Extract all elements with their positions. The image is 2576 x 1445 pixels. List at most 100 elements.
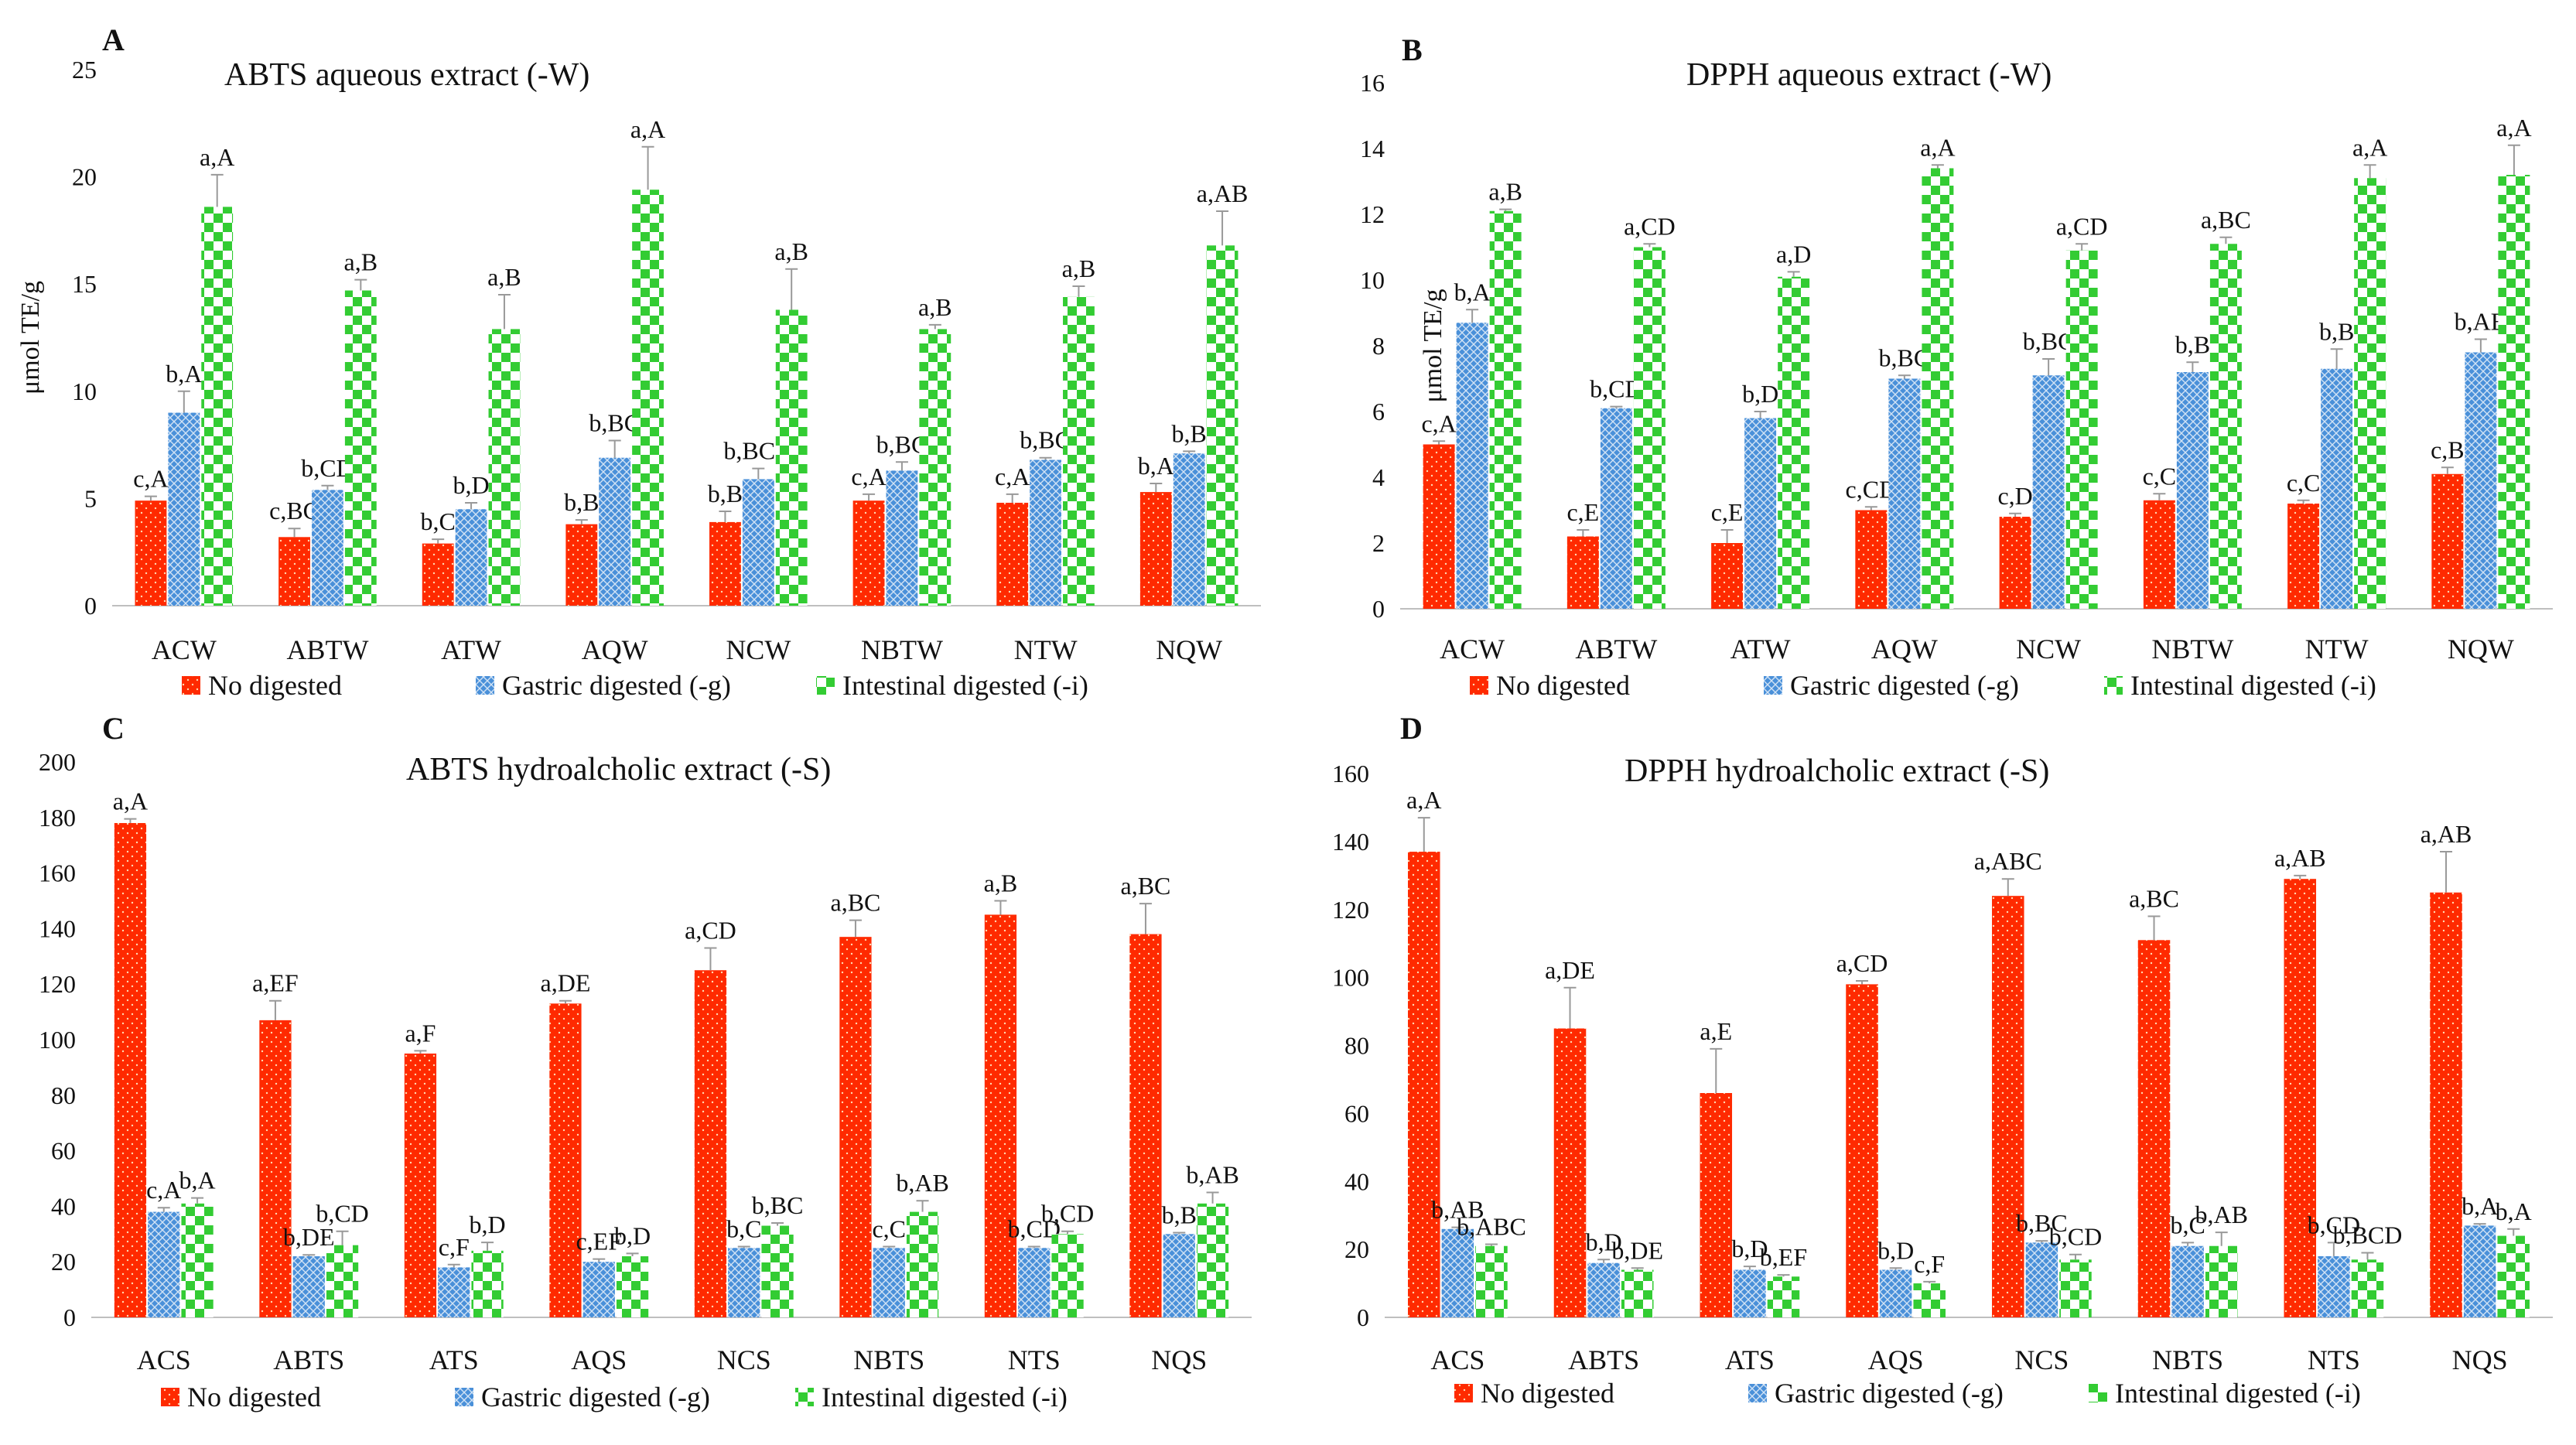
y-tick-label: 12 <box>1360 200 1385 228</box>
bar-no-digested <box>2430 892 2462 1317</box>
data-label: a,ABC <box>1974 847 2042 875</box>
category-label: NTW <box>2305 634 2369 664</box>
y-tick-label: 25 <box>72 56 97 84</box>
bar-intestinal <box>344 290 377 606</box>
bar-no-digested <box>2143 500 2175 609</box>
bar-intestinal <box>761 1225 794 1317</box>
data-label: b,C <box>421 507 456 535</box>
data-label: b,BC <box>2016 1209 2068 1237</box>
bar-gastric <box>292 1256 325 1317</box>
data-label: c,EF <box>576 1228 622 1255</box>
data-label: a,AB <box>1197 179 1249 207</box>
bar-intestinal <box>1206 245 1238 606</box>
data-label: a,BC <box>2201 206 2251 234</box>
y-axis-label: μmol TE/g <box>1419 289 1447 403</box>
data-label: b,B <box>564 488 599 516</box>
bar-intestinal <box>2059 1259 2092 1317</box>
bar-gastric <box>438 1267 470 1317</box>
chart-title: DPPH aqueous extract (-W) <box>1686 57 2052 93</box>
bar-no-digested <box>839 937 872 1317</box>
bar-gastric <box>742 479 774 606</box>
data-label: b,D <box>614 1221 651 1249</box>
data-label: b,B <box>2175 330 2210 358</box>
chart-title: ABTS hydroalcholic extract (-S) <box>406 752 831 787</box>
legend-label: No digested <box>208 670 342 701</box>
legend-swatch-no-digested <box>1454 1384 1473 1402</box>
bar-gastric <box>1030 459 1061 606</box>
category-label: NBTS <box>853 1344 924 1375</box>
bar-intestinal <box>2497 1235 2530 1317</box>
legend-swatch-gastric <box>1748 1384 1767 1402</box>
bar-gastric <box>1018 1248 1051 1317</box>
bar-intestinal <box>488 329 521 606</box>
data-label: a,EF <box>252 969 299 997</box>
data-label: c,F <box>439 1233 470 1261</box>
legend-swatch-intestinal <box>2104 676 2123 695</box>
data-label: a,DE <box>1545 956 1595 984</box>
bar-no-digested <box>278 537 310 606</box>
data-label: a,BC <box>1120 872 1170 900</box>
legend-label: Intestinal digested (-i) <box>822 1382 1068 1413</box>
category-label: AQW <box>1871 634 1938 664</box>
category-label: NBTS <box>2152 1344 2223 1375</box>
bar-no-digested <box>996 502 1029 606</box>
data-label: c,A <box>146 1176 181 1204</box>
category-label: ACW <box>1440 634 1505 664</box>
y-tick-label: 100 <box>1332 964 1369 992</box>
panel-letter: A <box>102 22 125 57</box>
data-label: b,D <box>1586 1228 1622 1255</box>
bar-no-digested <box>1553 1028 1587 1317</box>
y-tick-label: 0 <box>84 592 97 620</box>
bar-intestinal <box>1922 168 1954 609</box>
bar-gastric <box>728 1248 760 1317</box>
data-label: a,A <box>200 143 234 171</box>
data-label: a,CD <box>2056 212 2108 240</box>
bar-intestinal <box>1767 1276 1800 1317</box>
legend-swatch-intestinal <box>816 676 835 695</box>
data-label: a,AB <box>2274 844 2326 872</box>
data-label: a,CD <box>1836 949 1888 977</box>
data-label: b,ABC <box>1457 1213 1526 1241</box>
bar-intestinal <box>1051 1234 1084 1317</box>
y-tick-label: 100 <box>39 1026 76 1054</box>
data-label: c,C <box>872 1214 906 1242</box>
bar-intestinal <box>1778 276 1810 609</box>
bar-intestinal <box>1633 247 1666 609</box>
y-tick-label: 180 <box>39 804 76 832</box>
chart-title: ABTS aqueous extract (-W) <box>224 57 589 93</box>
data-label: b,A <box>166 360 202 388</box>
legend-swatch-no-digested <box>182 676 200 695</box>
data-label: c,BC <box>269 497 319 524</box>
data-label: a,F <box>405 1019 436 1047</box>
data-label: a,B <box>344 248 378 276</box>
bar-gastric <box>1734 1269 1766 1317</box>
bar-no-digested <box>852 500 885 606</box>
data-label: b,A <box>1138 452 1174 480</box>
y-tick-label: 0 <box>1372 595 1385 623</box>
category-label: NQS <box>1151 1344 1207 1375</box>
category-label: NTW <box>1014 634 1078 665</box>
data-label: c,A <box>1421 409 1456 437</box>
category-label: NCW <box>726 634 791 665</box>
data-label: c,B <box>2431 436 2465 463</box>
category-label: ABTW <box>286 634 368 665</box>
y-tick-label: 160 <box>39 859 76 887</box>
bar-gastric <box>1744 418 1777 609</box>
data-label: a,B <box>1488 178 1522 206</box>
data-label: a,CD <box>685 917 736 945</box>
bar-no-digested <box>1423 444 1455 609</box>
category-label: AQS <box>1868 1344 1924 1375</box>
y-tick-label: 0 <box>63 1303 76 1331</box>
data-label: b,AB <box>1431 1196 1484 1224</box>
y-tick-label: 5 <box>84 484 97 512</box>
bar-intestinal <box>326 1245 359 1317</box>
legend-label: No digested <box>187 1382 321 1413</box>
bar-no-digested <box>1855 510 1888 609</box>
y-tick-label: 0 <box>1357 1303 1369 1331</box>
category-label: ATW <box>441 634 501 665</box>
bar-intestinal <box>2498 175 2530 609</box>
bar-no-digested <box>422 543 454 606</box>
data-label: b,DE <box>283 1223 335 1251</box>
bar-gastric <box>455 509 487 606</box>
